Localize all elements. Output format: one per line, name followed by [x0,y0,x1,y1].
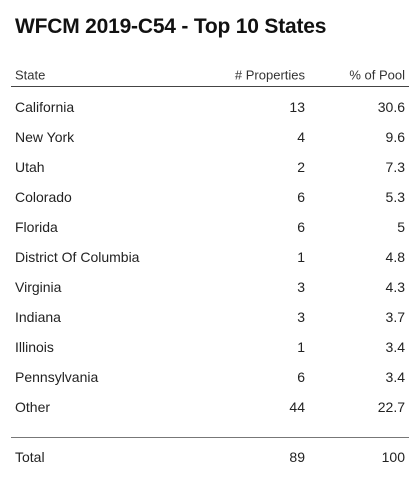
cell-properties: 3 [297,309,305,325]
cell-pct-pool: 3.7 [385,309,405,325]
cell-properties: 6 [297,189,305,205]
cell-pct-pool: 30.6 [377,99,405,115]
total-divider [11,437,409,438]
cell-pct-pool: 9.6 [385,129,405,145]
cell-properties: 1 [297,339,305,355]
cell-properties: 6 [297,219,305,235]
cell-properties: 4 [297,129,305,145]
table-row: Indiana 3 3.7 [11,302,409,332]
cell-state: Florida [15,219,58,235]
cell-state: Illinois [15,339,54,355]
cell-pct-pool: 7.3 [385,159,405,175]
table-row: District Of Columbia 1 4.8 [11,242,409,272]
cell-pct-pool: 4.8 [385,249,405,265]
cell-properties: 1 [297,249,305,265]
page-title: WFCM 2019-C54 - Top 10 States [15,15,327,38]
table-row: Florida 6 5 [11,212,409,242]
cell-state: California [15,99,75,115]
cell-state: Other [15,399,51,415]
column-header-pct-pool: % of Pool [349,67,405,83]
table-row: Colorado 6 5.3 [11,182,409,212]
table-row: Pennsylvania 6 3.4 [11,362,409,392]
cell-pct-pool: 4.3 [385,279,405,295]
total-properties: 89 [289,449,305,465]
cell-properties: 13 [289,99,305,115]
cell-state: Colorado [15,189,72,205]
cell-state: New York [15,129,75,145]
total-row: Total 89 100 [11,442,409,472]
table-row: New York 4 9.6 [11,122,409,152]
cell-pct-pool: 5.3 [385,189,405,205]
table-row: California 13 30.6 [11,92,409,122]
table-spacer [11,422,409,437]
states-table: State # Properties % of Pool California … [11,64,409,472]
cell-state: Indiana [15,309,61,325]
cell-state: Pennsylvania [15,369,99,385]
cell-properties: 44 [289,399,305,415]
table-header: State # Properties % of Pool [11,64,409,87]
total-pct-pool: 100 [381,449,405,465]
cell-pct-pool: 5 [397,219,405,235]
table-body: California 13 30.6 New York 4 9.6 Utah 2… [11,87,409,422]
column-header-state: State [15,67,46,83]
table-row: Virginia 3 4.3 [11,272,409,302]
cell-pct-pool: 22.7 [377,399,405,415]
cell-pct-pool: 3.4 [385,339,405,355]
cell-properties: 6 [297,369,305,385]
cell-state: Utah [15,159,45,175]
cell-properties: 2 [297,159,305,175]
cell-properties: 3 [297,279,305,295]
cell-pct-pool: 3.4 [385,369,405,385]
column-header-properties: # Properties [234,67,305,83]
cell-state: District Of Columbia [15,249,140,265]
table-row: Utah 2 7.3 [11,152,409,182]
cell-state: Virginia [15,279,62,295]
total-label: Total [15,449,45,465]
table-row: Other 44 22.7 [11,392,409,422]
table-row: Illinois 1 3.4 [11,332,409,362]
